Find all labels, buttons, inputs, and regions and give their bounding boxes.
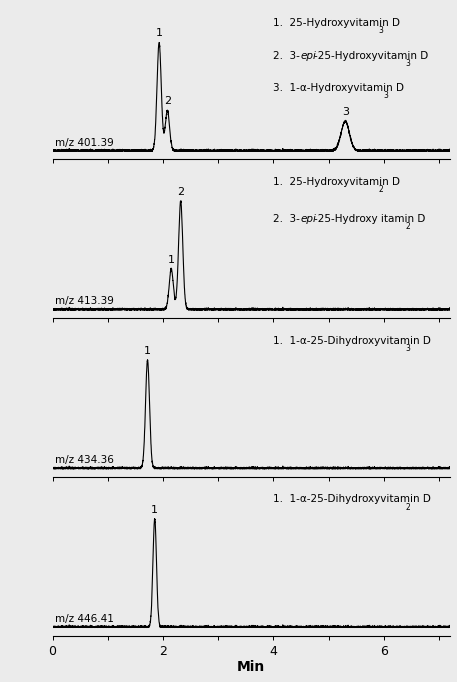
X-axis label: Min: Min bbox=[237, 660, 266, 674]
Text: 1.  25-Hydroxyvitamin D: 1. 25-Hydroxyvitamin D bbox=[273, 18, 400, 28]
Text: 2: 2 bbox=[406, 222, 410, 231]
Text: 3: 3 bbox=[378, 26, 383, 35]
Text: 1: 1 bbox=[151, 505, 158, 514]
Text: -25-Hydroxyvitamin D: -25-Hydroxyvitamin D bbox=[314, 50, 429, 61]
Text: 3: 3 bbox=[406, 344, 411, 353]
Text: 2.  3-: 2. 3- bbox=[273, 213, 300, 224]
Text: 1.  1-α-25-Dihydroxyvitamin D: 1. 1-α-25-Dihydroxyvitamin D bbox=[273, 336, 431, 346]
Text: 2: 2 bbox=[406, 503, 410, 512]
Text: m/z 446.41: m/z 446.41 bbox=[54, 614, 113, 624]
Text: 3: 3 bbox=[342, 107, 349, 117]
Text: 2: 2 bbox=[164, 96, 171, 106]
Text: 3: 3 bbox=[406, 59, 411, 68]
Text: -25-Hydroxy itamin D: -25-Hydroxy itamin D bbox=[314, 213, 426, 224]
Text: epi: epi bbox=[301, 213, 317, 224]
Text: 1.  1-α-25-Dihydroxyvitamin D: 1. 1-α-25-Dihydroxyvitamin D bbox=[273, 494, 431, 505]
Text: 3: 3 bbox=[383, 91, 388, 100]
Text: m/z 413.39: m/z 413.39 bbox=[54, 296, 113, 306]
Text: 1: 1 bbox=[144, 346, 151, 356]
Text: 2.  3-: 2. 3- bbox=[273, 50, 300, 61]
Text: m/z 401.39: m/z 401.39 bbox=[54, 138, 113, 147]
Text: 1: 1 bbox=[168, 255, 175, 265]
Text: epi: epi bbox=[301, 50, 317, 61]
Text: 2: 2 bbox=[378, 185, 383, 194]
Text: 1: 1 bbox=[156, 28, 163, 38]
Text: 1.  25-Hydroxyvitamin D: 1. 25-Hydroxyvitamin D bbox=[273, 177, 400, 187]
Text: 2: 2 bbox=[177, 187, 184, 197]
Text: m/z 434.36: m/z 434.36 bbox=[54, 455, 113, 465]
Text: 3.  1-α-Hydroxyvitamin D: 3. 1-α-Hydroxyvitamin D bbox=[273, 83, 404, 93]
